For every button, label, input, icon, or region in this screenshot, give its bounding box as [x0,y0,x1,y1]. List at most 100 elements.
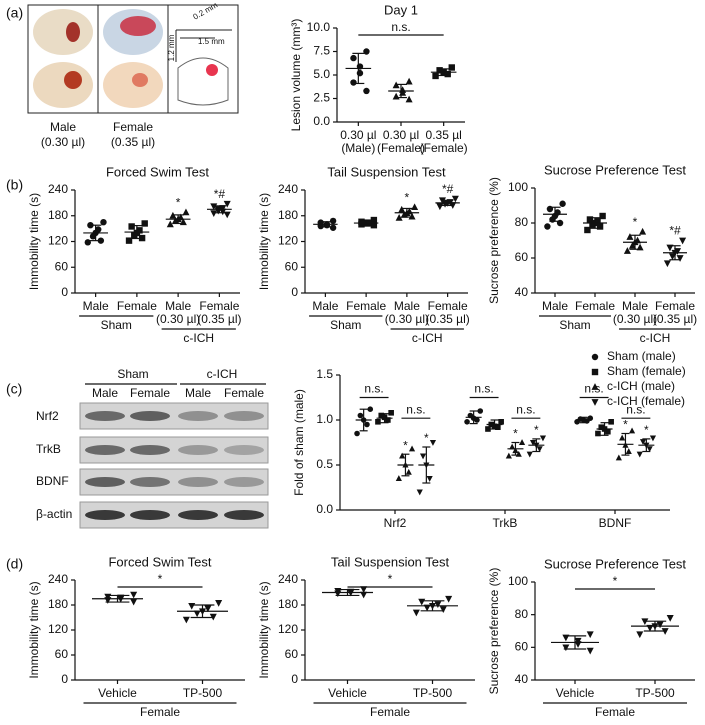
x-tick-label: Male [83,299,109,313]
data-point [464,419,470,425]
data-point [596,223,604,230]
data-point [539,435,547,442]
data-point [375,419,381,425]
data-point [350,54,357,62]
y-axis-label: Sucrose preference (%) [487,568,501,695]
significance: * [623,418,628,432]
data-point [329,224,337,231]
data-point [354,430,360,437]
data-point [608,419,614,425]
blot-lane: Male [185,386,211,400]
legend-label: Sham (female) [607,364,686,378]
group-label: Female [595,705,635,719]
image-label: Female [113,120,153,134]
data-point [125,237,133,244]
x-tick-label: Female [428,299,468,313]
y-tick-label: 180 [278,208,298,222]
x-tick-label: Nrf2 [384,516,407,530]
data-point [679,237,687,245]
data-point [418,598,426,606]
y-axis-label: Fold of sham (male) [292,389,306,496]
significance: * [176,195,181,209]
data-point [451,195,459,203]
blot-band [178,411,218,421]
data-point [357,412,364,419]
y-tick-label: 10.0 [307,20,331,34]
image-label: (0.30 µl) [41,135,85,149]
y-tick-label: 60 [55,647,69,661]
panel-label: (c) [6,381,22,397]
group-label: c-ICH [640,331,671,345]
data-point [356,69,364,77]
data-point [589,221,596,228]
x-tick-label: TrkB [493,516,518,530]
brain-slice [33,62,93,108]
data-point [130,598,138,606]
y-tick-label: 240 [48,182,68,196]
y-tick-label: 240 [48,572,68,586]
data-point [426,475,433,482]
x-tick-label: Female [117,299,157,313]
x-tick-label: (0.30 µl) [385,312,429,326]
data-point [405,468,412,475]
y-tick-label: 60 [285,647,299,661]
blot-row: TrkB [36,442,61,456]
data-point [370,216,378,224]
lesion [120,16,156,36]
significance: * [405,190,410,204]
data-point [676,255,684,262]
chart-title: Tail Suspension Test [327,164,446,179]
y-axis-label: Immobility time (s) [27,193,41,290]
scale-label: 1.2 mm [167,34,176,61]
group-label: Female [370,705,410,719]
blot-band [130,411,170,421]
data-point [536,446,543,453]
data-point [639,227,647,235]
x-tick-label: Female [575,299,615,313]
data-point [485,426,491,432]
chart-title: Forced Swim Test [108,554,211,569]
data-point [364,421,370,428]
data-point [495,424,501,430]
legend-marker [591,383,599,390]
data-point [586,647,594,655]
data-point [408,445,416,452]
image-label: Male [50,120,76,134]
blot-band [178,510,218,520]
data-point [358,221,365,228]
data-point [636,631,644,639]
data-point [215,600,223,607]
x-tick-label: Vehicle [98,686,137,700]
blot-band [130,445,170,455]
data-point [128,223,135,230]
data-point [388,410,394,416]
data-point [584,226,591,234]
data-point [395,475,402,482]
data-point [444,70,451,78]
x-tick-label: Vehicle [556,686,595,700]
group-label: Sham [330,318,361,332]
x-tick-label: 0.30 µl [383,128,419,142]
y-axis-label: Sucrose preference (%) [487,177,501,304]
data-point [448,64,455,71]
data-point [378,412,385,419]
legend-marker [591,353,599,361]
data-point [498,419,504,425]
x-tick-label: Male [165,299,191,313]
y-tick-label: 0 [61,285,68,299]
lesion [66,22,80,42]
data-point [408,212,416,220]
y-tick-label: 60 [515,250,529,264]
data-point [405,77,413,85]
data-point [370,221,378,229]
comparison-label: n.s. [406,402,425,416]
y-tick-label: 40 [515,672,529,686]
blot-band [130,510,170,520]
chart-title: Sucrose Preference Test [544,556,686,571]
x-tick-label: (0.30 µl) [613,312,657,326]
y-axis-label: Immobility time (s) [257,581,271,678]
data-point [131,232,138,239]
y-axis-label: Immobility time (s) [27,581,41,678]
group-label: Female [140,705,180,719]
